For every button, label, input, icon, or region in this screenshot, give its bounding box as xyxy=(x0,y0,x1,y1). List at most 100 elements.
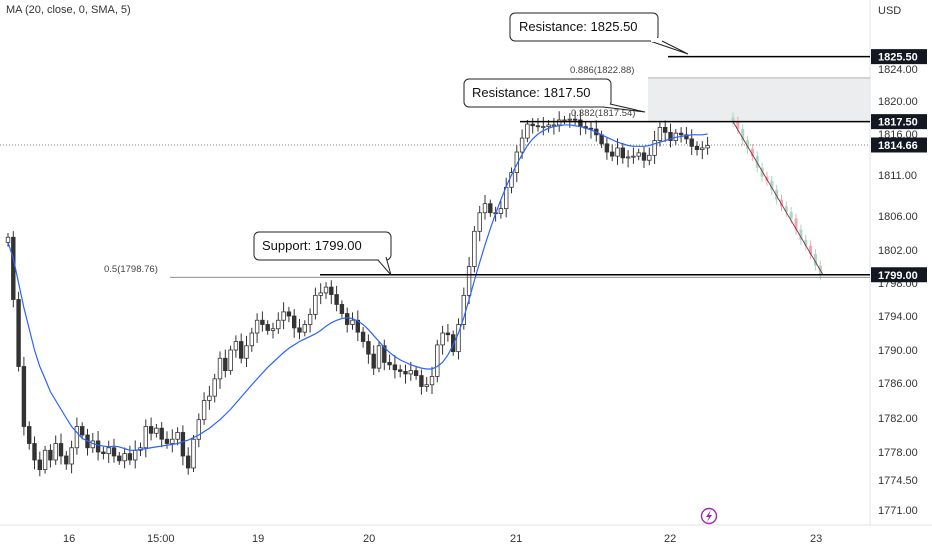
candle xyxy=(238,341,244,359)
candle xyxy=(276,319,281,330)
candle xyxy=(58,443,64,457)
candle xyxy=(636,152,641,157)
fib-05-label: 0.5(1798.76) xyxy=(104,264,158,275)
projection-candle xyxy=(775,189,779,200)
candle xyxy=(641,152,647,161)
price-tag-resistance-high[interactable]: 1825.50 xyxy=(871,49,927,65)
candle xyxy=(482,203,488,214)
candle xyxy=(48,449,53,461)
projection-candle xyxy=(784,206,788,212)
projection-candle xyxy=(813,254,817,266)
candle xyxy=(122,453,127,462)
candle xyxy=(80,426,85,436)
candle xyxy=(196,419,201,440)
projection-candle xyxy=(809,245,813,255)
chart-marks xyxy=(5,110,824,477)
price-tick: 1794.00 xyxy=(878,311,918,323)
candle xyxy=(244,345,249,359)
ma-line xyxy=(7,124,708,451)
candle xyxy=(249,332,254,347)
candle xyxy=(42,449,48,470)
candle xyxy=(392,364,398,371)
candle xyxy=(207,395,212,401)
candle xyxy=(69,447,74,465)
callout-support-text: Support: 1799.00 xyxy=(262,238,362,253)
callout-support[interactable]: Support: 1799.00 xyxy=(253,231,392,276)
candle xyxy=(413,370,419,376)
price-tag-resistance-low[interactable]: 1817.50 xyxy=(871,114,927,130)
candle xyxy=(170,438,175,444)
price-tag-current[interactable]: 1814.66 xyxy=(871,137,927,153)
candle xyxy=(5,236,11,243)
candle xyxy=(631,155,636,158)
candle xyxy=(180,432,186,457)
candle xyxy=(11,236,16,300)
price-tick: 1771.00 xyxy=(878,505,918,517)
price-tag-current-text: 1814.66 xyxy=(878,140,918,152)
candle xyxy=(37,459,42,471)
candle xyxy=(106,447,111,454)
candle xyxy=(334,294,339,305)
candle xyxy=(265,324,270,331)
candle xyxy=(260,319,265,325)
time-axis[interactable]: 16 15:00 19 20 21 22 23 xyxy=(63,533,822,545)
candle xyxy=(360,331,366,342)
candle xyxy=(143,426,148,449)
projection-candle xyxy=(746,140,750,149)
callout-resistance-low[interactable]: Resistance: 1817.50 xyxy=(463,78,646,113)
candle xyxy=(127,453,133,461)
candle xyxy=(599,134,604,145)
candle xyxy=(535,125,541,128)
projection-candle xyxy=(741,129,745,141)
candle xyxy=(16,299,21,367)
candle xyxy=(74,426,80,449)
candle xyxy=(429,375,435,386)
candle xyxy=(154,427,159,434)
indicator-label[interactable]: MA (20, close, 0, SMA, 5) xyxy=(6,4,131,16)
candle xyxy=(318,292,323,296)
price-tick: 1786.00 xyxy=(878,378,918,390)
candle xyxy=(95,440,101,453)
candle xyxy=(514,151,519,173)
candle xyxy=(212,378,217,397)
price-axis[interactable]: 1824.001820.001816.001811.001806.001802.… xyxy=(878,64,918,517)
candle xyxy=(647,154,652,161)
candle xyxy=(101,451,106,455)
candle xyxy=(541,126,546,128)
candle xyxy=(159,427,164,440)
candle xyxy=(472,230,477,267)
candle xyxy=(111,447,117,457)
callout-resistance-high[interactable]: Resistance: 1825.50 xyxy=(509,12,689,55)
candle xyxy=(397,369,403,372)
candle xyxy=(657,127,663,141)
candle xyxy=(519,137,525,153)
candle xyxy=(652,140,657,156)
candle xyxy=(450,334,456,353)
candle xyxy=(403,371,408,375)
candle xyxy=(610,151,615,157)
candle xyxy=(530,123,535,127)
candle xyxy=(604,143,610,153)
fib-0886-label: 0.886(1822.88) xyxy=(570,65,634,76)
price-tick: 1782.00 xyxy=(878,413,918,425)
candle xyxy=(185,455,191,469)
projection-candle xyxy=(804,239,808,246)
candle xyxy=(21,366,27,427)
price-tick: 1811.00 xyxy=(878,170,917,182)
price-tick: 1778.00 xyxy=(878,447,918,459)
time-tick: 21 xyxy=(510,533,522,545)
candle xyxy=(689,138,694,147)
projection-candle xyxy=(794,218,798,230)
candle xyxy=(223,357,228,372)
price-tag-support[interactable]: 1799.00 xyxy=(871,267,927,283)
candle xyxy=(355,319,360,333)
candle xyxy=(419,375,424,387)
candle xyxy=(64,455,69,465)
candle xyxy=(424,384,429,387)
candle xyxy=(302,324,307,333)
lightning-icon[interactable] xyxy=(700,507,718,525)
candle xyxy=(228,349,233,372)
candle xyxy=(329,286,334,295)
candle xyxy=(387,361,392,366)
